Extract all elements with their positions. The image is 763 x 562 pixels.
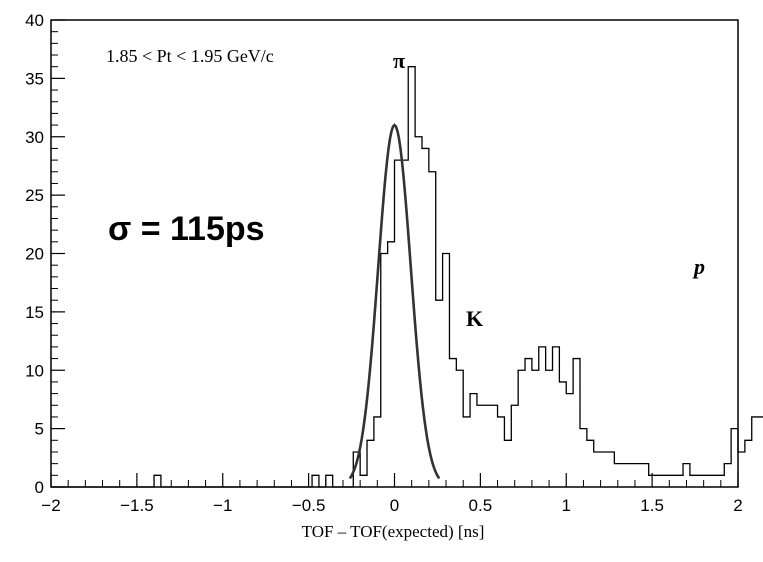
histogram-outline — [51, 66, 763, 488]
x-tick-label: 1 — [562, 496, 571, 515]
histogram — [51, 66, 763, 488]
plot-frame — [50, 19, 739, 488]
gaussian-fit-curve — [348, 123, 441, 480]
sigma-label: σ = 115ps — [108, 210, 265, 248]
pion-peak-label: π — [393, 48, 405, 73]
y-tick-label: 25 — [25, 186, 44, 205]
y-tick-label: 30 — [25, 128, 44, 147]
x-tick-label: 0.5 — [469, 496, 493, 515]
x-tick-label: −2 — [41, 496, 60, 515]
x-tick-label: 1.5 — [640, 496, 664, 515]
x-axis-label: TOF – TOF(expected) [ns] — [302, 522, 485, 541]
y-tick-label: 5 — [35, 420, 44, 439]
x-tick-label: −1.5 — [120, 496, 154, 515]
x-tick-label: −1 — [213, 496, 232, 515]
kaon-peak-label: K — [466, 306, 483, 331]
y-tick-label: 15 — [25, 303, 44, 322]
proton-peak-label: p — [692, 254, 705, 279]
gaussian-fit — [348, 123, 441, 480]
x-tick-label: −0.5 — [292, 496, 326, 515]
y-tick-label: 10 — [25, 361, 44, 380]
y-tick-label: 0 — [35, 478, 44, 497]
y-tick-label: 35 — [25, 69, 44, 88]
pt-range-label: 1.85 < Pt < 1.95 GeV/c — [106, 46, 274, 66]
x-tick-label: 2 — [733, 496, 742, 515]
y-tick-label: 20 — [25, 245, 44, 264]
y-tick-label: 40 — [25, 11, 44, 30]
x-tick-label: 0 — [390, 496, 399, 515]
